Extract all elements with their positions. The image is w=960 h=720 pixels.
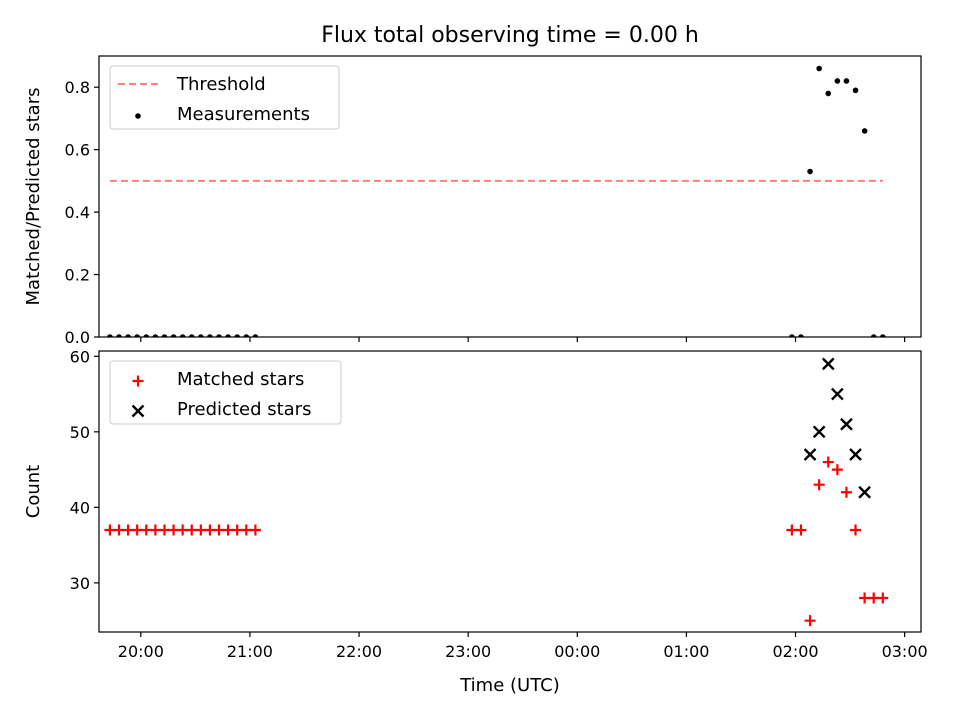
- bottom-legend-label-0: Matched stars: [177, 369, 304, 390]
- bottom-xtick-label-7: 03:00: [882, 642, 928, 661]
- top-ytick-label-1: 0.2: [65, 266, 90, 285]
- measurements-point-15: [243, 334, 250, 337]
- measurements-point-21: [825, 90, 832, 97]
- top-legend-label-1: Measurements: [177, 104, 310, 125]
- measurements-point-17: [789, 334, 795, 337]
- measurements-point-22: [834, 78, 841, 84]
- bottom-plot-area: [104, 357, 889, 627]
- top-ytick-label-4: 0.8: [65, 78, 90, 97]
- measurements-point-11: [207, 334, 213, 337]
- measurements-point-26: [870, 334, 877, 337]
- matched-stars-point-16: [249, 524, 261, 536]
- measurements-point-2: [125, 334, 131, 337]
- top-axes: 0.0 0.2 0.4 0.6 0.8 Matched/Predicted stars Th…: [23, 55, 922, 347]
- measurements-point-0: [107, 334, 113, 337]
- measurements-point-7: [170, 334, 177, 337]
- matched-stars-point-23: [840, 486, 852, 498]
- matched-stars-point-24: [850, 524, 862, 536]
- measurements-point-20: [816, 65, 822, 72]
- matched-stars-point-21: [822, 456, 834, 468]
- measurements-point-10: [198, 334, 204, 337]
- bottom-xlabel: Time (UTC): [459, 675, 560, 696]
- bottom-xtick-label-3: 23:00: [445, 642, 491, 661]
- measurements-point-9: [188, 334, 195, 337]
- top-plot-area: [107, 65, 886, 337]
- predicted-stars-point-2: [821, 357, 835, 371]
- measurements-point-1: [116, 334, 122, 337]
- predicted-stars-point-3: [830, 387, 844, 401]
- matched-stars-point-22: [831, 464, 843, 476]
- matched-stars-point-27: [877, 592, 889, 604]
- measurements-point-24: [852, 87, 859, 94]
- chart-title: Flux total observing time = 0.00 h: [321, 23, 699, 48]
- bottom-ytick-label-2: 50: [70, 423, 90, 442]
- predicted-stars-point-1: [812, 425, 826, 439]
- bottom-legend: Matched stars Predicted stars: [109, 360, 342, 425]
- predicted-stars-point-5: [849, 448, 862, 461]
- measurements-point-3: [134, 334, 140, 337]
- measurements-point-19: [807, 168, 813, 175]
- bottom-ytick-label-0: 30: [70, 574, 90, 593]
- measurements-point-6: [161, 334, 168, 337]
- measurements-point-8: [179, 334, 186, 337]
- measurements-point-25: [861, 128, 868, 134]
- bottom-legend-handle-1: [131, 404, 145, 418]
- top-ytick-label-2: 0.4: [65, 203, 90, 222]
- top-ytick-label-3: 0.6: [65, 141, 90, 160]
- measurements-point-16: [252, 334, 259, 337]
- bottom-ylabel: Count: [23, 465, 44, 518]
- top-legend-label-0: Threshold: [176, 74, 266, 95]
- bottom-xtick-label-0: 20:00: [118, 642, 164, 661]
- bottom-axes: 30 40 50 60 20:00 21:00 22:00 23:00 00:00 01:00 02…: [23, 347, 928, 696]
- measurements-point-14: [234, 334, 241, 337]
- top-ylabel: Matched/Predicted stars: [23, 88, 44, 306]
- bottom-ytick-label-3: 60: [70, 347, 90, 366]
- bottom-legend-label-1: Predicted stars: [177, 399, 311, 420]
- top-legend: Threshold Measurements: [109, 65, 340, 130]
- measurements-point-5: [152, 334, 159, 337]
- bottom-xtick-label-5: 01:00: [663, 642, 709, 661]
- predicted-stars-point-6: [858, 485, 871, 499]
- matched-stars-point-18: [795, 524, 807, 536]
- bottom-xtick-label-2: 22:00: [336, 642, 382, 661]
- measurements-point-23: [843, 78, 850, 84]
- measurements-point-13: [225, 334, 231, 337]
- bottom-xtick-label-1: 21:00: [227, 642, 273, 661]
- predicted-stars-point-4: [840, 417, 853, 431]
- measurements-point-12: [216, 334, 222, 337]
- predicted-stars-point-0: [803, 448, 817, 461]
- top-ytick-label-0: 0.0: [65, 328, 90, 347]
- bottom-xtick-label-4: 00:00: [554, 642, 600, 661]
- measurements-point-27: [880, 334, 886, 337]
- measurements-point-18: [798, 334, 804, 337]
- top-legend-handle-1: [135, 113, 141, 119]
- bottom-ytick-label-1: 40: [70, 498, 90, 517]
- bottom-xtick-label-6: 02:00: [772, 642, 818, 661]
- bottom-legend-handle-0: [132, 375, 144, 387]
- matched-stars-point-19: [804, 615, 816, 627]
- measurements-point-4: [143, 334, 150, 337]
- top-axes-frame: [98, 55, 922, 338]
- bottom-axes-frame: [98, 350, 922, 633]
- matched-stars-point-20: [813, 479, 825, 491]
